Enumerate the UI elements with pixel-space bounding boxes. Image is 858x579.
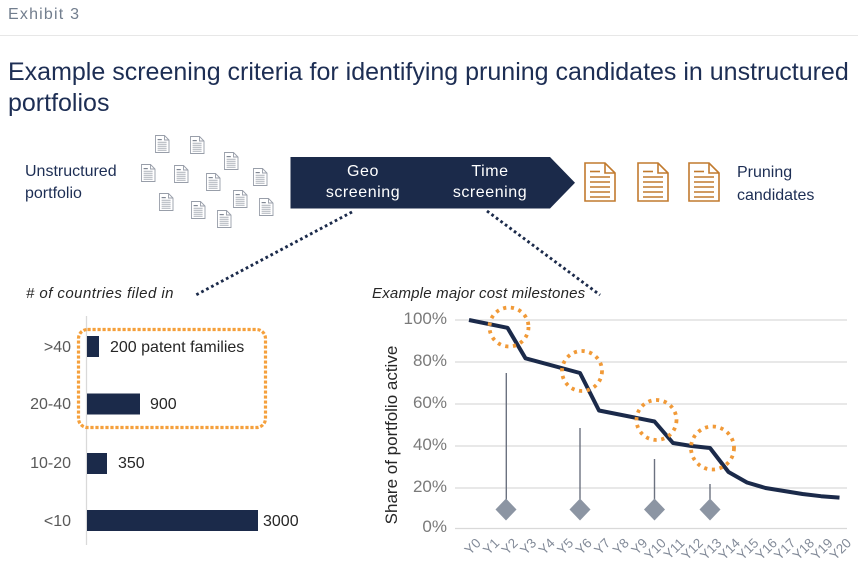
svg-text:Y20: Y20 bbox=[827, 535, 854, 562]
